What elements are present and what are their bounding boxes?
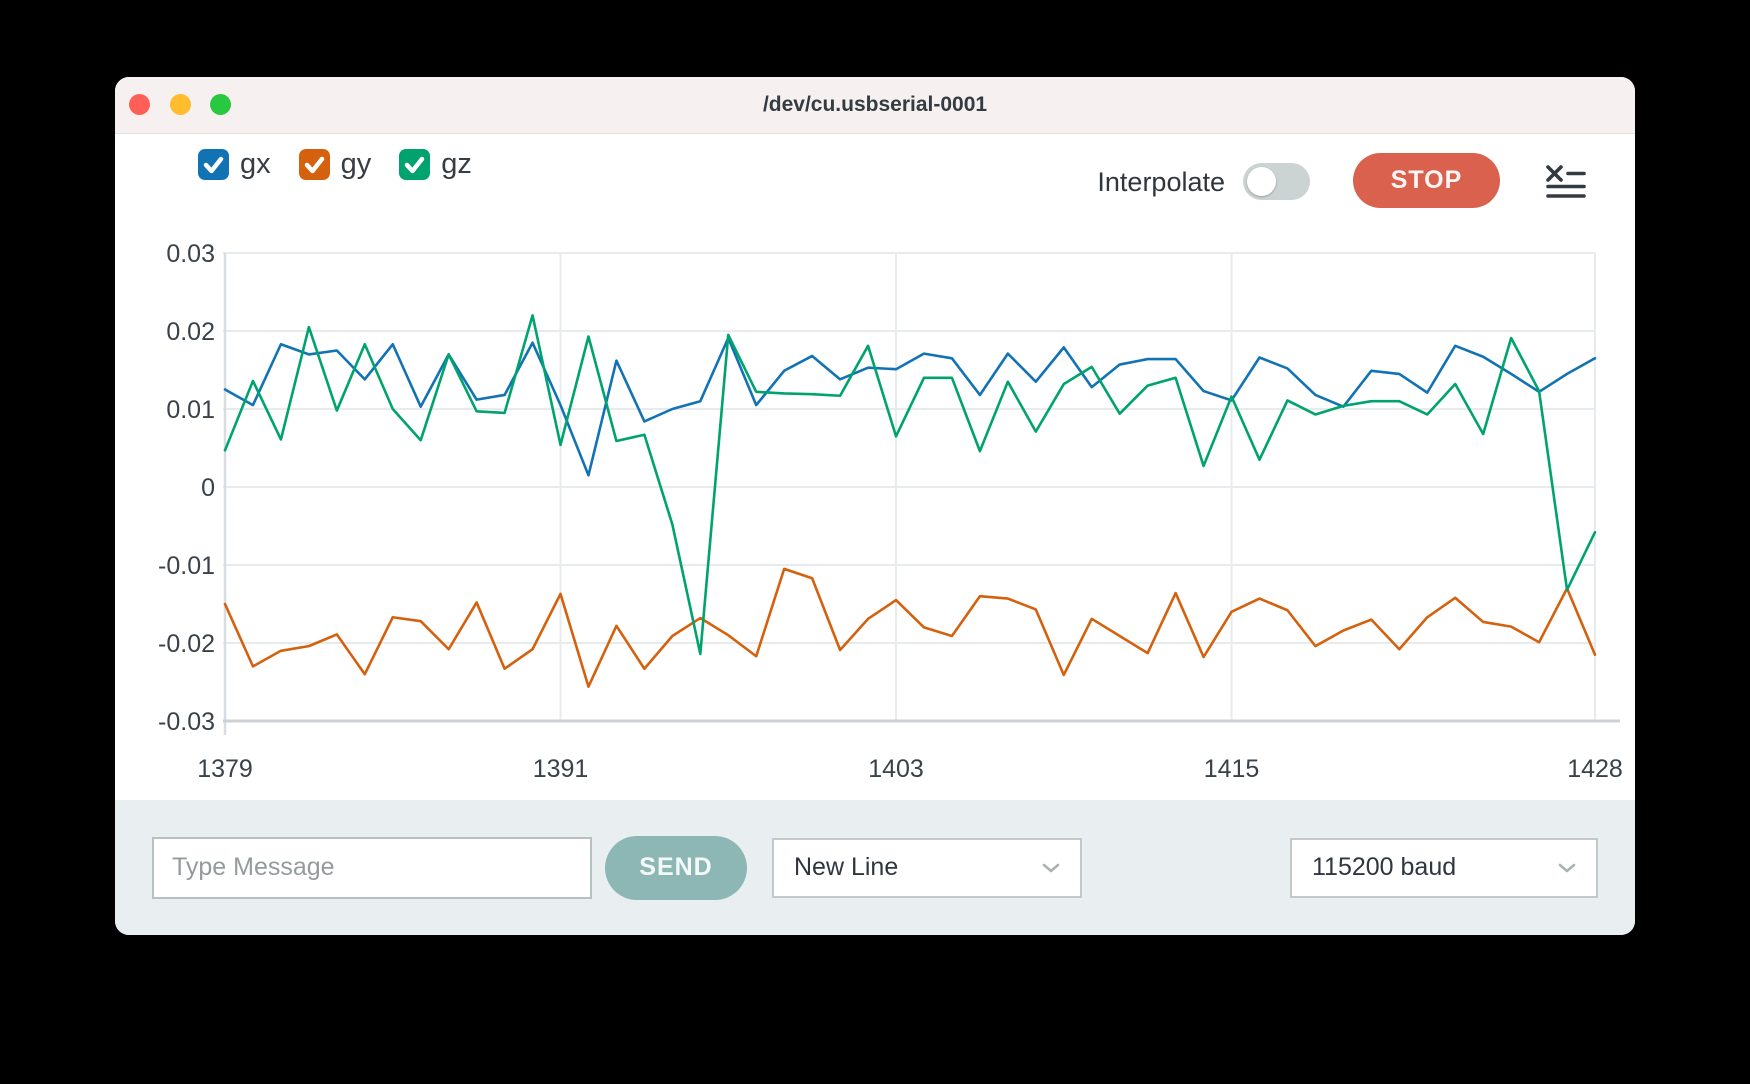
y-tick-label: 0.02 <box>166 318 215 346</box>
y-tick-label: 0.03 <box>166 240 215 268</box>
maximize-window-icon[interactable] <box>210 94 231 115</box>
x-tick-label: 1379 <box>197 755 253 783</box>
y-tick-label: -0.01 <box>158 552 215 580</box>
chart-area: 0.03 0.02 0.01 0 -0.01 -0.02 -0.03 1379 1391 1403… <box>115 207 1635 797</box>
message-input[interactable] <box>152 836 592 899</box>
legend-label-gz: gz <box>441 148 472 180</box>
legend-item-gy[interactable]: gy <box>298 148 372 181</box>
clear-log-icon[interactable] <box>1546 165 1586 199</box>
chart-line-gy <box>223 567 1597 688</box>
checkmark-icon <box>203 156 224 174</box>
toggle-knob <box>1247 167 1276 196</box>
send-button[interactable]: SEND <box>605 835 747 900</box>
minimize-window-icon[interactable] <box>170 94 191 115</box>
x-tick-label: 1428 <box>1567 755 1623 783</box>
baud-rate-value: 115200 baud <box>1312 853 1457 881</box>
interpolate-toggle[interactable] <box>1243 163 1310 200</box>
line-ending-value: New Line <box>794 853 899 881</box>
checkmark-icon <box>405 156 425 174</box>
chart-line-gz <box>223 314 1597 656</box>
line-ending-select[interactable]: New Line <box>772 837 1082 898</box>
checkmark-icon <box>304 156 324 174</box>
legend-label-gy: gy <box>340 148 372 180</box>
x-tick-label: 1415 <box>1204 755 1260 783</box>
chevron-down-icon <box>1042 863 1060 872</box>
x-tick-label: 1403 <box>868 755 924 783</box>
y-tick-label: -0.03 <box>158 708 215 736</box>
y-tick-label: 0 <box>201 474 215 502</box>
title-bar[interactable]: /dev/cu.usbserial-0001 <box>115 77 1635 134</box>
series-legend: gx gy gz <box>198 148 472 181</box>
close-window-icon[interactable] <box>129 94 150 115</box>
legend-item-gx[interactable]: gx <box>198 148 271 181</box>
stop-button[interactable]: STOP <box>1353 153 1500 208</box>
gy-checkbox[interactable] <box>298 149 330 180</box>
x-tick-label: 1391 <box>533 755 589 783</box>
y-tick-label: -0.02 <box>158 630 215 658</box>
legend-item-gz[interactable]: gz <box>399 148 472 181</box>
legend-label-gx: gx <box>240 148 271 180</box>
chart-svg: 0.03 0.02 0.01 0 -0.01 -0.02 -0.03 1379 1391 1403… <box>158 240 1623 783</box>
baud-rate-select[interactable]: 115200 baud <box>1290 837 1598 898</box>
gz-checkbox[interactable] <box>399 149 431 180</box>
interpolate-label: Interpolate <box>1097 167 1225 197</box>
bottom-bar: SEND New Line 115200 baud <box>115 800 1635 935</box>
window-title: /dev/cu.usbserial-0001 <box>762 93 988 116</box>
y-tick-label: 0.01 <box>166 396 215 424</box>
chevron-down-icon <box>1558 863 1576 872</box>
serial-plotter-window: /dev/cu.usbserial-0001 gx gy <box>115 77 1635 935</box>
gx-checkbox[interactable] <box>198 149 229 180</box>
